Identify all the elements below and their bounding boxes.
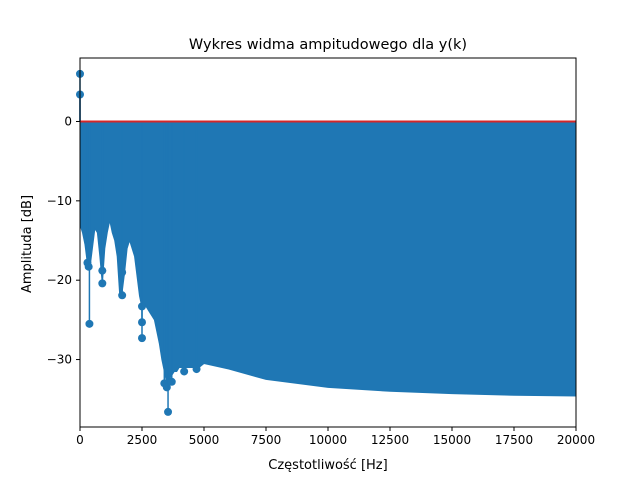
stem-marker bbox=[138, 334, 146, 343]
y-tick-label: −10 bbox=[47, 194, 72, 208]
x-tick-label: 0 bbox=[76, 433, 84, 447]
stem-marker bbox=[192, 365, 201, 374]
x-tick-label: 2500 bbox=[127, 433, 158, 447]
x-tick-label: 12500 bbox=[371, 433, 409, 447]
y-tick-label: −30 bbox=[47, 353, 72, 367]
x-tick-label: 15000 bbox=[433, 433, 471, 447]
y-tick-label: −20 bbox=[47, 273, 72, 287]
axes: 0 2500 5000 7500 10000 12500 15000 17500 20000 0 −… bbox=[47, 57, 595, 447]
x-tick-label: 5000 bbox=[189, 433, 220, 447]
stem-marker bbox=[98, 279, 107, 288]
stem-marker bbox=[85, 319, 94, 328]
chart-title: Wykres widma ampitudowego dla y(k) bbox=[189, 37, 467, 53]
stem-marker bbox=[164, 407, 173, 416]
y-axis-label: Amplituda [dB] bbox=[20, 195, 35, 293]
x-axis-label: Częstotliwość [Hz] bbox=[268, 458, 387, 473]
x-tick-label: 17500 bbox=[495, 433, 533, 447]
x-tick-label: 20000 bbox=[557, 433, 595, 447]
stem-marker bbox=[162, 383, 171, 392]
plot-area bbox=[76, 69, 577, 416]
stem-marker bbox=[180, 367, 189, 376]
x-tick-label: 7500 bbox=[251, 433, 282, 447]
x-tick-label: 10000 bbox=[309, 433, 347, 447]
stem-marker bbox=[167, 377, 176, 386]
y-tick-label: 0 bbox=[64, 114, 72, 128]
stem-marker bbox=[118, 291, 127, 300]
